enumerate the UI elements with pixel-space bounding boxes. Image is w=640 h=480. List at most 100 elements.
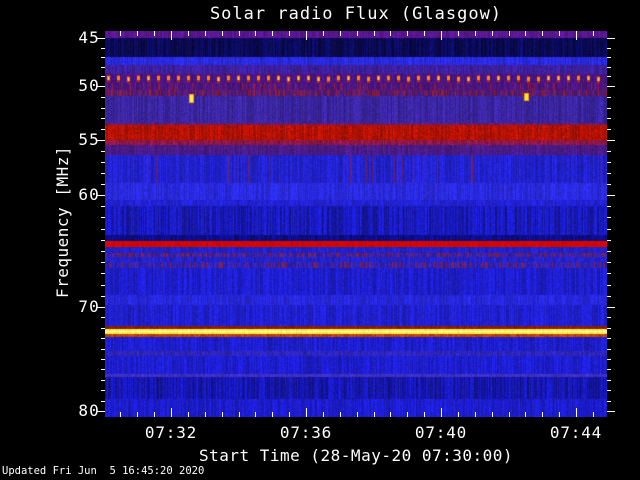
x-tick-mark: [458, 412, 459, 417]
updated-timestamp: Updated Fri Jun 5 16:45:20 2020: [2, 465, 204, 477]
y-tick-mark: [607, 173, 611, 174]
x-tick-mark: [441, 31, 442, 40]
y-tick-mark: [101, 369, 105, 370]
y-tick-mark: [607, 380, 611, 381]
y-tick-mark: [607, 338, 611, 339]
y-tick-mark: [607, 401, 611, 402]
y-tick-mark: [607, 57, 611, 58]
y-tick-mark: [607, 307, 615, 308]
x-tick-mark: [255, 412, 256, 417]
x-tick-mark: [509, 412, 510, 417]
y-tick-mark: [607, 184, 611, 185]
x-tick-mark: [222, 31, 223, 36]
x-tick-mark: [171, 31, 172, 40]
x-tick-mark: [306, 408, 307, 417]
x-tick-mark: [120, 412, 121, 417]
y-tick-mark: [101, 184, 105, 185]
y-tick-mark: [607, 317, 611, 318]
x-tick-mark: [441, 408, 442, 417]
y-tick-mark: [607, 97, 611, 98]
y-tick-mark: [101, 229, 105, 230]
y-tick-mark: [101, 173, 105, 174]
x-tick-mark: [154, 412, 155, 417]
x-tick-label: 07:44: [534, 425, 618, 441]
chart-title: Solar radio Flux (Glasgow): [105, 4, 607, 24]
x-tick-mark: [357, 412, 358, 417]
y-tick-mark: [607, 217, 611, 218]
x-tick-mark: [205, 412, 206, 417]
y-tick-mark: [607, 48, 611, 49]
y-tick-mark: [607, 129, 611, 130]
x-tick-mark: [559, 31, 560, 36]
y-tick-mark: [101, 67, 105, 68]
x-tick-mark: [120, 31, 121, 36]
y-tick-mark: [101, 317, 105, 318]
x-tick-label: 07:36: [264, 425, 348, 441]
x-tick-mark: [492, 31, 493, 36]
x-tick-mark: [272, 31, 273, 36]
y-tick-mark: [607, 273, 611, 274]
y-tick-label: 80: [0, 403, 100, 419]
x-tick-mark: [272, 412, 273, 417]
y-tick-mark: [101, 359, 105, 360]
x-tick-mark: [137, 412, 138, 417]
x-tick-mark: [289, 31, 290, 36]
x-tick-mark: [255, 31, 256, 36]
x-tick-mark: [306, 31, 307, 40]
y-tick-mark: [607, 328, 611, 329]
x-tick-label: 07:40: [399, 425, 483, 441]
y-tick-mark: [607, 390, 611, 391]
y-tick-label: 60: [0, 187, 100, 203]
y-tick-mark: [101, 129, 105, 130]
y-tick-mark: [101, 97, 105, 98]
y-tick-mark: [101, 262, 105, 263]
y-tick-mark: [101, 162, 105, 163]
y-tick-mark: [101, 328, 105, 329]
x-tick-label: 07:32: [129, 425, 213, 441]
x-tick-mark: [357, 31, 358, 36]
x-tick-mark: [154, 31, 155, 36]
x-tick-mark: [593, 412, 594, 417]
x-tick-mark: [509, 31, 510, 36]
y-tick-mark: [101, 380, 105, 381]
y-tick-mark: [101, 251, 105, 252]
y-tick-mark: [101, 151, 105, 152]
x-tick-mark: [593, 31, 594, 36]
y-tick-mark: [607, 108, 611, 109]
x-tick-mark: [576, 408, 577, 417]
y-tick-mark: [607, 86, 615, 87]
y-tick-mark: [607, 285, 611, 286]
x-tick-mark: [424, 31, 425, 36]
x-tick-mark: [390, 412, 391, 417]
y-tick-mark: [607, 76, 611, 77]
x-tick-mark: [475, 31, 476, 36]
y-tick-mark: [607, 118, 611, 119]
y-tick-mark: [101, 206, 105, 207]
y-tick-mark: [607, 296, 611, 297]
x-tick-mark: [137, 31, 138, 36]
y-tick-mark: [101, 76, 105, 77]
x-tick-mark: [458, 31, 459, 36]
y-tick-mark: [607, 67, 611, 68]
y-tick-mark: [607, 151, 611, 152]
y-tick-mark: [101, 285, 105, 286]
y-tick-mark: [101, 217, 105, 218]
y-tick-mark: [101, 273, 105, 274]
y-tick-mark: [101, 338, 105, 339]
y-tick-mark: [607, 359, 611, 360]
y-tick-mark: [607, 38, 615, 39]
y-tick-mark: [101, 401, 105, 402]
x-tick-mark: [188, 31, 189, 36]
x-tick-mark: [323, 31, 324, 36]
x-tick-mark: [340, 31, 341, 36]
y-tick-mark: [607, 349, 611, 350]
y-tick-label: 55: [0, 132, 100, 148]
x-tick-mark: [475, 412, 476, 417]
x-tick-mark: [222, 412, 223, 417]
x-tick-mark: [374, 412, 375, 417]
x-axis-title: Start Time (28-May-20 07:30:00): [105, 446, 607, 465]
x-tick-mark: [525, 412, 526, 417]
y-tick-mark: [101, 296, 105, 297]
x-tick-mark: [205, 31, 206, 36]
x-tick-mark: [289, 412, 290, 417]
